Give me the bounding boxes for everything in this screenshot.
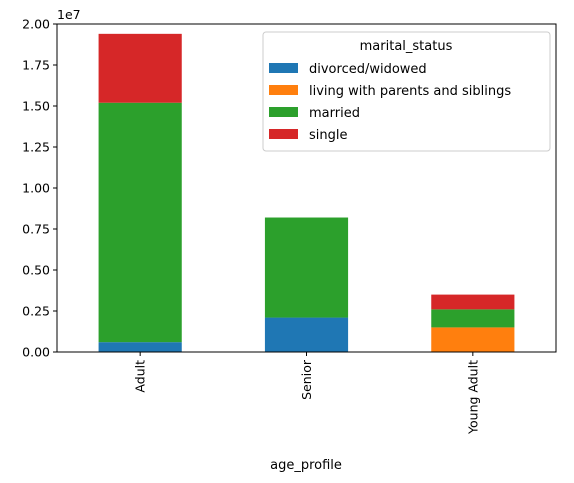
bar-young-adult-married bbox=[431, 309, 515, 328]
y-tick-label: 0.75 bbox=[22, 222, 50, 237]
bar-senior-divorced-widowed bbox=[264, 317, 349, 352]
legend-swatch-married bbox=[269, 107, 298, 117]
bar-adult-divorced-widowed bbox=[98, 342, 182, 352]
y-tick-label: 0.00 bbox=[22, 345, 50, 360]
y-tick-label: 0.25 bbox=[22, 304, 50, 319]
bar-adult-single bbox=[98, 33, 182, 103]
legend-box bbox=[262, 31, 551, 152]
y-scale-label: 1e7 bbox=[57, 7, 81, 22]
y-axis: 0.00 0.25 0.50 0.75 1.00 1.25 1.50 1.75 2.00 bbox=[22, 17, 57, 360]
x-tick-label: Young Adult bbox=[465, 360, 480, 435]
legend-label-single: single bbox=[309, 128, 348, 143]
bar-senior-married bbox=[264, 217, 349, 318]
y-tick-label: 0.50 bbox=[22, 263, 50, 278]
y-tick-label: 2.00 bbox=[22, 17, 50, 32]
legend-label-divorced-widowed: divorced/widowed bbox=[309, 62, 427, 77]
legend-swatch-single bbox=[269, 129, 298, 139]
x-axis-label: age_profile bbox=[270, 458, 342, 473]
legend-label-living-with-parents-and-siblings: living with parents and siblings bbox=[309, 84, 511, 99]
y-tick-label: 1.00 bbox=[22, 181, 50, 196]
bar-young-adult-single bbox=[431, 294, 515, 310]
x-axis: Adult Senior Young Adult bbox=[133, 352, 480, 435]
legend: marital_status divorced/widowed living wi… bbox=[262, 31, 551, 152]
y-tick-label: 1.25 bbox=[22, 140, 50, 155]
y-tick-label: 1.50 bbox=[22, 99, 50, 114]
bar-young-adult-living-with-parents-and-siblings bbox=[431, 327, 515, 352]
legend-swatch-divorced-widowed bbox=[269, 63, 298, 73]
bar-adult-married bbox=[98, 102, 182, 343]
plot-frame bbox=[56, 23, 557, 353]
legend-title: marital_status bbox=[360, 39, 453, 54]
x-tick-label: Senior bbox=[299, 359, 314, 400]
y-tick-label: 1.75 bbox=[22, 58, 50, 73]
bars-group bbox=[98, 33, 515, 352]
legend-swatch-living-with-parents-and-siblings bbox=[269, 85, 298, 95]
legend-label-married: married bbox=[309, 106, 360, 121]
x-tick-label: Adult bbox=[133, 360, 148, 393]
